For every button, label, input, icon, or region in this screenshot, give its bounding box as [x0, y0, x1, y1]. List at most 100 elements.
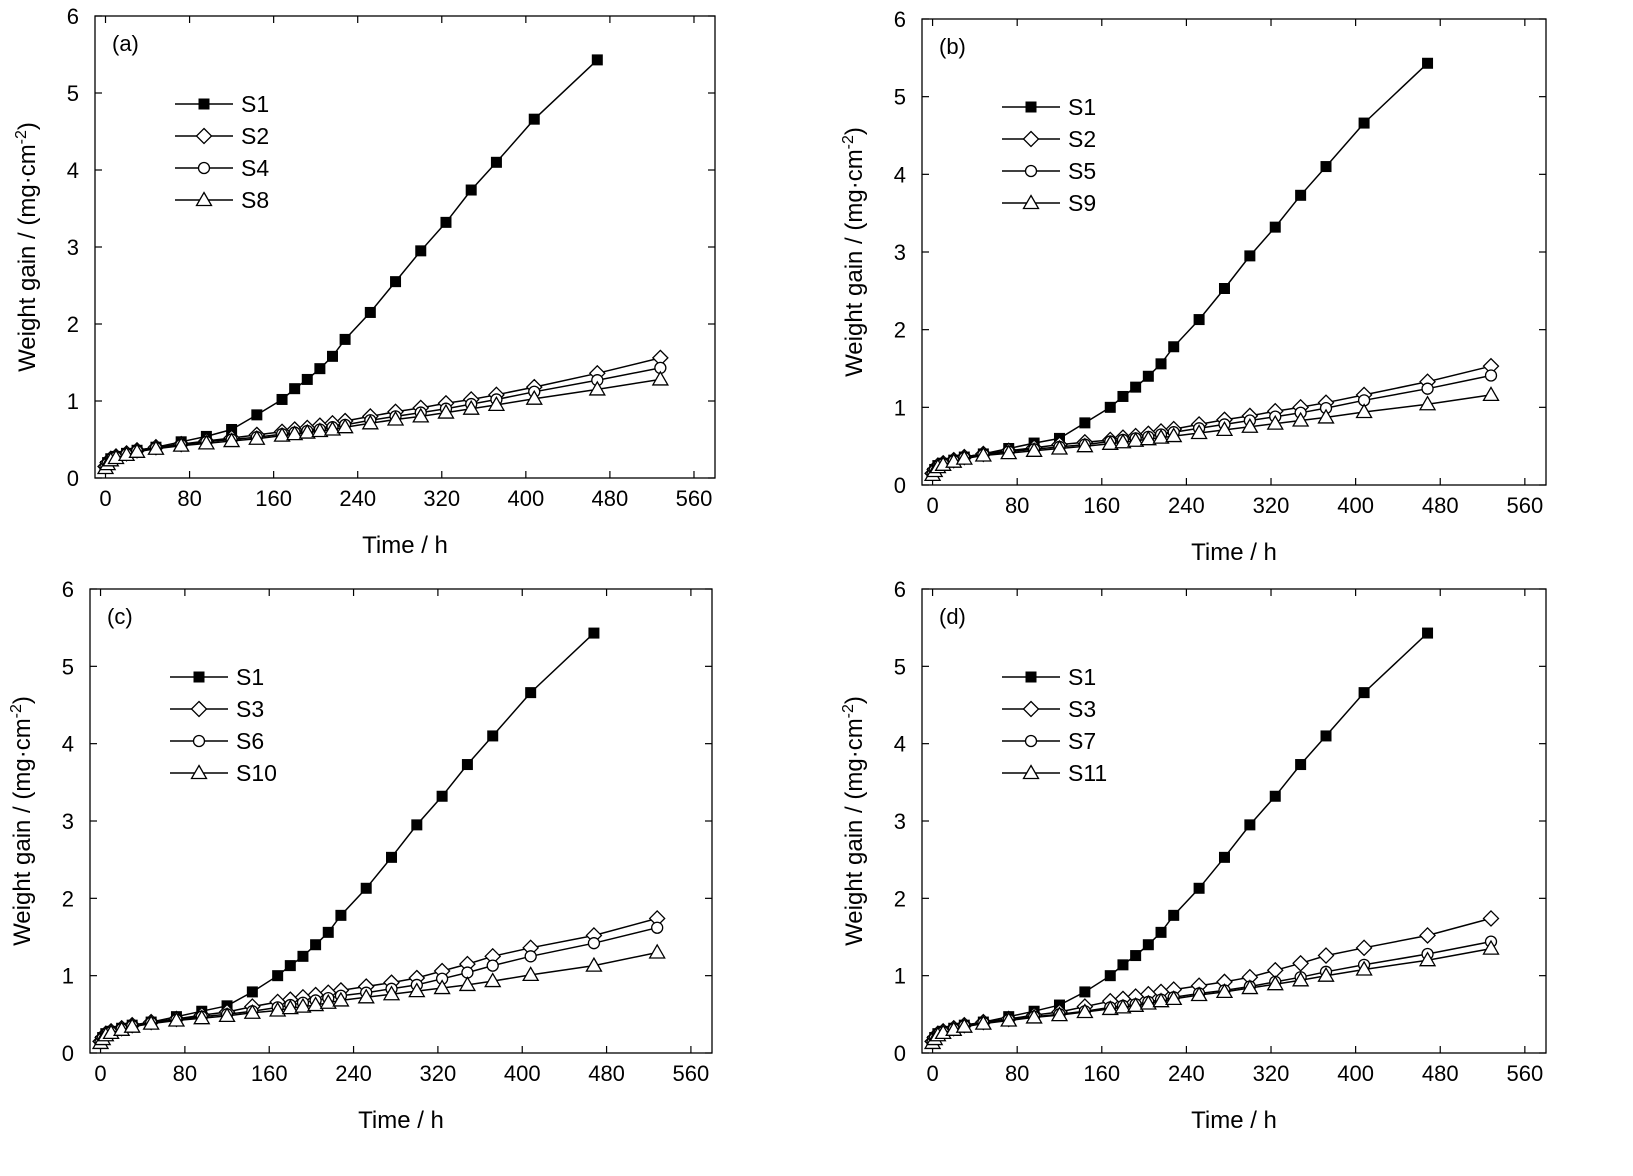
- data-point-S11: [1025, 1008, 1043, 1024]
- y-tick-label: 4: [894, 732, 906, 757]
- data-point-S1: [301, 373, 313, 385]
- panel-label: (c): [107, 604, 133, 629]
- y-tick-label: 1: [67, 389, 79, 414]
- series-line-S2: [931, 365, 1492, 474]
- data-point-S1: [465, 184, 477, 196]
- series-line-S1: [99, 632, 595, 1042]
- data-point-S9: [1152, 428, 1170, 444]
- y-tick-label: 0: [67, 466, 79, 491]
- data-point-S1: [1168, 341, 1180, 353]
- data-point-S9: [1165, 427, 1183, 443]
- data-point-S11: [1127, 997, 1145, 1012]
- data-point-S11: [1215, 983, 1234, 999]
- data-point-S8: [462, 399, 480, 415]
- x-axis-label: Time / h: [362, 532, 448, 559]
- data-point-S1: [1142, 939, 1154, 951]
- data-point-S11: [1101, 1000, 1119, 1016]
- data-point-S9: [1292, 411, 1310, 427]
- data-point-S9: [1266, 414, 1284, 430]
- data-point-S10: [332, 991, 350, 1007]
- x-tick-label: 80: [1005, 493, 1029, 518]
- x-tick-label: 560: [676, 486, 713, 511]
- data-point-S1: [386, 851, 398, 863]
- data-point-S9: [1114, 433, 1132, 449]
- data-point-S11: [974, 1014, 992, 1030]
- data-point-S3: [1419, 927, 1436, 944]
- y-tick-label: 6: [894, 577, 906, 602]
- x-tick-label: 400: [504, 1061, 541, 1086]
- data-point-S11: [1139, 994, 1157, 1010]
- x-tick-label: 400: [1337, 493, 1374, 518]
- data-point-S1: [415, 245, 427, 257]
- data-point-S10: [585, 956, 603, 972]
- data-point-S8: [248, 429, 266, 445]
- data-point-S9: [1190, 424, 1208, 440]
- y-tick-label: 5: [62, 654, 74, 679]
- data-point-S8: [273, 426, 291, 442]
- data-point-S10: [433, 979, 451, 995]
- legend-label: S10: [236, 760, 277, 786]
- data-point-S1: [1218, 851, 1230, 863]
- legend-label: S7: [1068, 728, 1096, 754]
- series-line-S1: [104, 59, 598, 467]
- data-point-S1: [490, 156, 502, 168]
- x-tick-label: 240: [335, 1061, 372, 1086]
- y-tick-label: 4: [67, 158, 79, 183]
- data-point-S8: [323, 420, 342, 436]
- data-point-S11: [1266, 975, 1284, 991]
- data-point-S11: [955, 1017, 973, 1033]
- data-point-S1: [1079, 986, 1091, 998]
- y-axis-label: Weight gain / (mg·cm-2): [840, 127, 868, 377]
- data-point-S5: [1484, 369, 1498, 382]
- x-axis-label: Time / h: [1191, 1107, 1277, 1134]
- data-point-S1: [297, 950, 309, 962]
- data-point-S10: [522, 966, 540, 982]
- data-point-S1: [226, 423, 238, 435]
- data-point-S8: [361, 414, 379, 430]
- y-tick-label: 2: [894, 318, 906, 343]
- legend-label: S1: [1068, 664, 1096, 690]
- data-point-S9: [1050, 439, 1069, 455]
- data-point-S1: [1244, 819, 1256, 831]
- data-point-S1: [1142, 370, 1154, 382]
- series-line-S7: [931, 940, 1492, 1043]
- data-point-S1: [1295, 189, 1307, 201]
- x-tick-label: 240: [339, 486, 376, 511]
- plot-frame: [921, 588, 1547, 1054]
- x-tick-label: 560: [673, 1061, 710, 1086]
- panel-3: 0 80 160 240 320 400 480 560 0 1 2 3 4 5 6 Time / h Weig…: [840, 577, 1547, 1134]
- data-point-S10: [218, 1007, 236, 1023]
- panel-2: 0 80 160 240 320 400 480 560 0 1 2 3 4 5 6 Time / h Weig…: [8, 577, 713, 1134]
- data-point-S1: [284, 960, 296, 972]
- data-point-S8: [128, 443, 146, 458]
- x-tick-label: 320: [1253, 1061, 1290, 1086]
- y-tick-label: 2: [62, 886, 74, 911]
- series-line-S4: [104, 367, 661, 468]
- panel-label: (d): [939, 604, 966, 629]
- legend-marker: [1022, 700, 1040, 718]
- data-point-S10: [243, 1003, 261, 1019]
- y-axis-label: Weight gain / (mg·cm-2): [13, 122, 41, 372]
- x-tick-label: 320: [1253, 493, 1290, 518]
- legend-marker: [195, 191, 213, 207]
- data-point-S11: [1050, 1006, 1069, 1022]
- legend-marker: [1025, 101, 1037, 113]
- data-point-S3: [1482, 910, 1500, 927]
- legend-label: S8: [241, 187, 269, 213]
- data-point-S8: [651, 370, 669, 386]
- legend-label: S6: [236, 728, 264, 754]
- x-tick-label: 160: [255, 486, 292, 511]
- legend-label: S2: [241, 123, 269, 149]
- data-point-S1: [322, 926, 334, 938]
- data-point-S1: [1422, 57, 1434, 69]
- data-point-S1: [1218, 283, 1230, 295]
- data-point-S11: [1000, 1011, 1018, 1027]
- x-tick-label: 480: [1422, 493, 1459, 518]
- series-line-S1: [931, 632, 1429, 1042]
- x-tick-label: 480: [1422, 1061, 1459, 1086]
- data-point-S8: [222, 432, 241, 448]
- data-point-S6: [524, 950, 537, 963]
- data-point-S9: [1317, 408, 1335, 424]
- y-tick-label: 4: [62, 732, 74, 757]
- x-tick-label: 160: [1083, 1061, 1120, 1086]
